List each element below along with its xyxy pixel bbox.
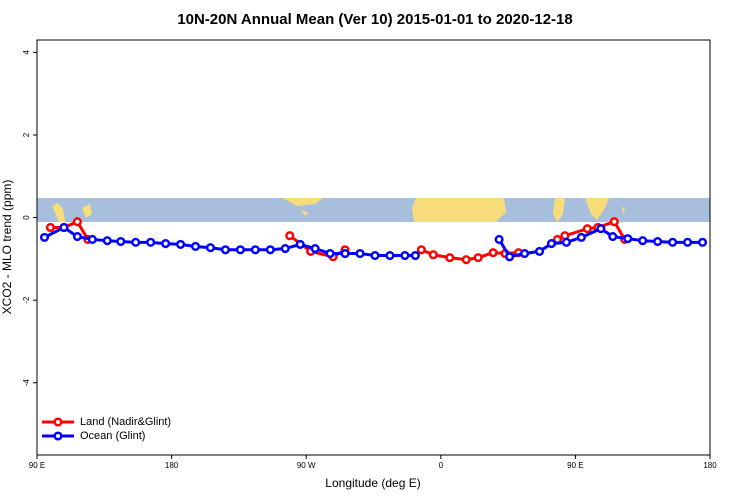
point xyxy=(370,251,380,261)
y-tick-label: 4 xyxy=(22,50,31,55)
point xyxy=(416,245,426,255)
point xyxy=(205,243,216,253)
point xyxy=(176,239,186,249)
x-axis-label: Longitude (deg E) xyxy=(325,476,420,490)
chart-title: 10N-20N Annual Mean (Ver 10) 2015-01-01 … xyxy=(177,11,572,28)
point xyxy=(428,250,438,260)
point xyxy=(385,251,395,261)
legend-label: Ocean (Glint) xyxy=(80,430,145,442)
point xyxy=(445,253,455,263)
point xyxy=(473,253,483,263)
point xyxy=(265,245,275,255)
point xyxy=(340,248,350,259)
point xyxy=(561,237,571,247)
point xyxy=(461,255,471,265)
point xyxy=(285,231,295,241)
x-tick-label: 180 xyxy=(165,461,179,470)
x-tick-label: 90 E xyxy=(567,461,583,470)
point xyxy=(410,251,420,261)
point xyxy=(576,232,586,242)
point xyxy=(39,232,50,242)
point xyxy=(146,237,156,247)
point xyxy=(87,234,97,244)
point xyxy=(355,248,365,259)
y-tick-label: -4 xyxy=(22,379,31,387)
point xyxy=(400,251,410,261)
y-tick-label: -2 xyxy=(22,296,31,304)
point xyxy=(116,236,126,247)
point xyxy=(609,217,619,227)
point xyxy=(488,248,498,258)
point xyxy=(190,241,201,252)
x-tick-label: 180 xyxy=(703,461,717,470)
legend-marker xyxy=(53,431,63,441)
legend-label: Land (Nadir&Glint) xyxy=(80,416,171,428)
point xyxy=(102,236,112,246)
x-tick-label: 90 E xyxy=(29,461,45,470)
point xyxy=(494,234,504,244)
point xyxy=(235,245,245,255)
point xyxy=(45,222,56,233)
point xyxy=(59,222,69,233)
point xyxy=(534,246,545,256)
point xyxy=(295,239,305,249)
legend: Land (Nadir&Glint) Ocean (Glint) xyxy=(42,416,171,442)
series-line xyxy=(50,219,627,262)
point xyxy=(161,239,171,249)
plot-frame xyxy=(36,39,711,456)
point xyxy=(310,243,320,254)
point xyxy=(582,224,592,234)
point xyxy=(623,234,633,244)
y-tick-label: 2 xyxy=(22,132,31,137)
point xyxy=(220,245,230,255)
map-band xyxy=(37,198,710,222)
point xyxy=(683,237,693,247)
legend-marker xyxy=(53,417,63,427)
point xyxy=(280,243,290,254)
point xyxy=(546,239,557,249)
y-tick-label: 0 xyxy=(22,215,31,220)
point xyxy=(596,224,606,234)
point xyxy=(250,245,260,255)
point xyxy=(653,236,663,247)
point xyxy=(697,237,708,247)
point xyxy=(325,248,335,259)
x-tick-label: 0 xyxy=(439,461,444,470)
point xyxy=(638,236,648,246)
point xyxy=(72,217,82,227)
y-axis-label: XCO2 - MLO trend (ppm) xyxy=(0,180,14,315)
point xyxy=(668,237,678,247)
point xyxy=(72,232,82,242)
x-tick-label: 90 W xyxy=(297,461,316,470)
point xyxy=(520,248,530,259)
point xyxy=(505,252,515,262)
point xyxy=(608,232,618,242)
point xyxy=(131,237,141,247)
